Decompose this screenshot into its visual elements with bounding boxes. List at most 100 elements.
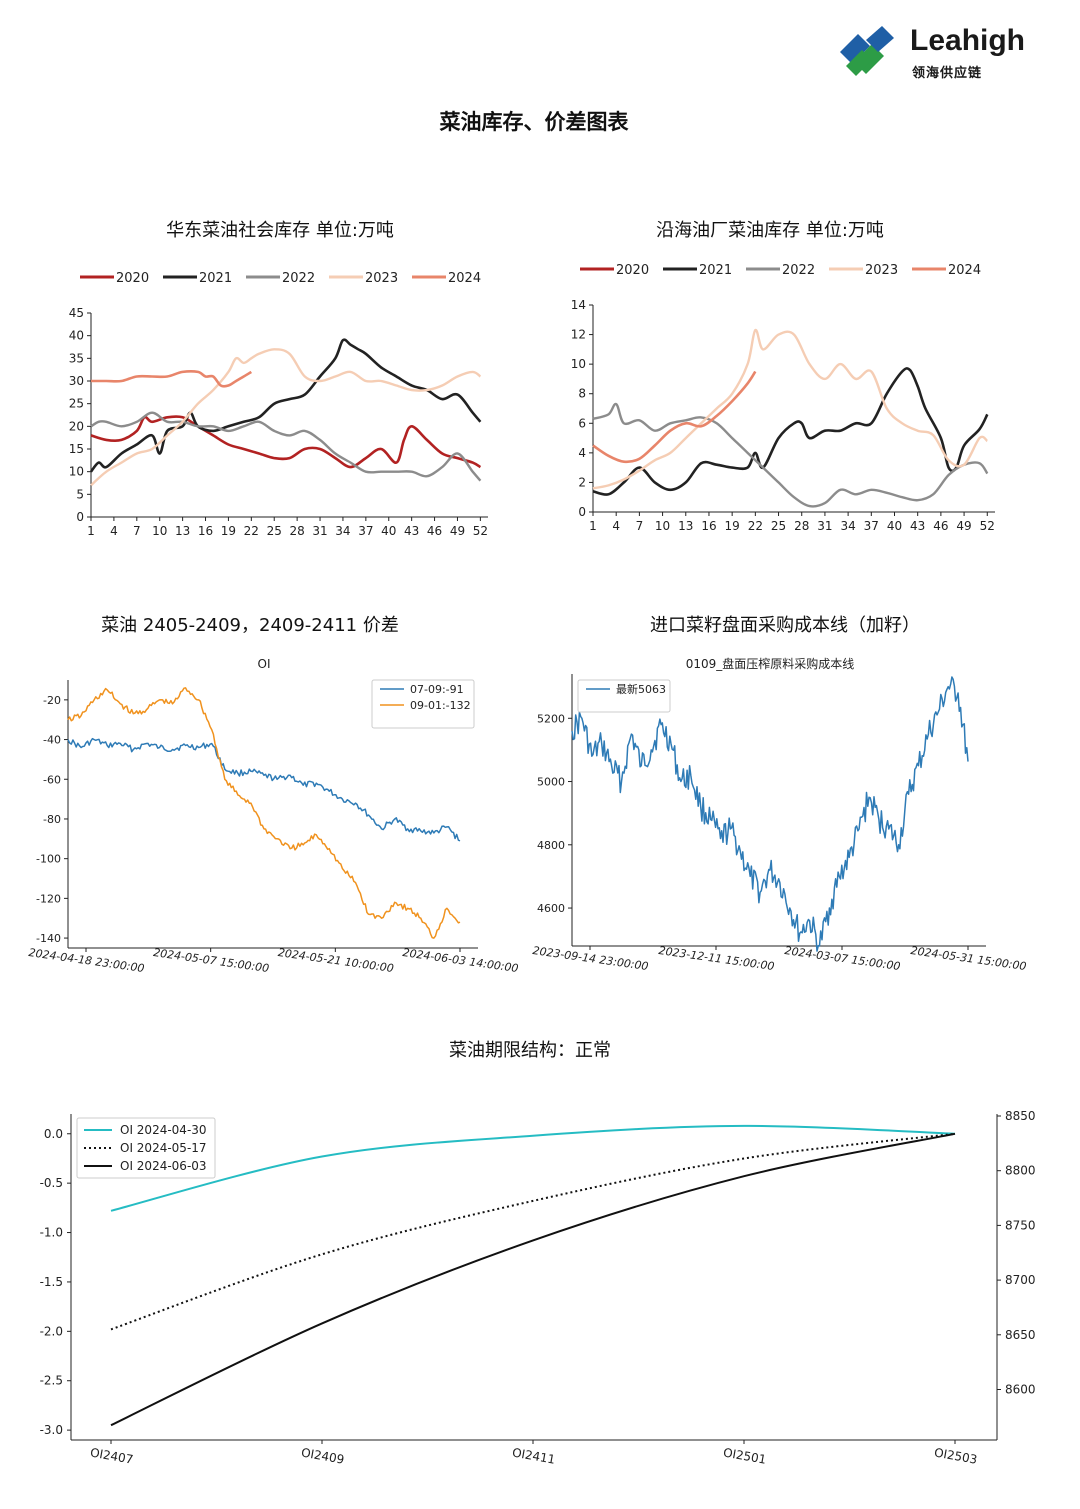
chart4-title: 进口菜籽盘面采购成本线（加籽） [650, 615, 920, 636]
chart1-x-tick-label: 31 [312, 524, 327, 538]
logo-subtitle: 领海供应链 [912, 66, 983, 81]
chart1-x-tick-label: 16 [198, 524, 213, 538]
chart2-x-tick-label: 4 [612, 519, 620, 533]
chart3-y-tick-label: -20 [43, 694, 61, 707]
chart2-x-tick-label: 19 [725, 519, 740, 533]
chart1-series-2020 [90, 415, 482, 469]
chart4-y-tick-label: 5000 [537, 776, 565, 789]
chart2-y-tick-label: 6 [578, 416, 586, 430]
chart2-x-tick-label: 16 [701, 519, 716, 533]
chart5-right-tick-label: 8600 [1005, 1383, 1036, 1397]
chart1-x-tick-label: 28 [289, 524, 304, 538]
chart3-y-tick-label: -120 [36, 892, 61, 905]
chart1-y-tick-label: 45 [69, 306, 84, 320]
chart2-x-tick-label: 46 [933, 519, 948, 533]
chart4-y-tick-label: 4600 [537, 902, 565, 915]
chart1-x-tick-label: 37 [358, 524, 373, 538]
chart1-y-tick-label: 15 [69, 442, 84, 456]
chart2-x-tick-label: 7 [636, 519, 644, 533]
chart4-legend-label-0: 最新5063 [616, 682, 666, 696]
chart2-legend-label-2023: 2023 [865, 263, 898, 278]
chart3-y-tick-label: -80 [43, 813, 61, 826]
chart1-y-tick-label: 25 [69, 397, 84, 411]
chart1-x-tick-label: 19 [221, 524, 236, 538]
chart1-x-tick-label: 49 [450, 524, 465, 538]
chart2-y-tick-label: 12 [571, 328, 586, 342]
chart1-legend-label-2024: 2024 [448, 271, 481, 286]
chart3-legend-label-1: 09-01:-132 [410, 699, 471, 712]
chart2-y-tick-label: 14 [571, 298, 586, 312]
chart2-x-tick-label: 52 [980, 519, 995, 533]
chart5-y-tick-label: -1.0 [40, 1226, 63, 1240]
chart4-legend: 最新5063 [577, 679, 671, 713]
chart5-y-tick-label: -1.5 [40, 1275, 63, 1289]
chart2-legend-label-2021: 2021 [699, 263, 732, 278]
chart5-x-tick-label: OI2411 [511, 1445, 556, 1466]
chart5-x-tick-label: OI2503 [933, 1445, 978, 1466]
chart5-legend-label-1: OI 2024-05-17 [120, 1141, 207, 1155]
chart2-legend-label-2020: 2020 [616, 263, 649, 278]
chart3-subtitle: OI [258, 657, 271, 671]
chart5-x-tick-label: OI2501 [722, 1445, 767, 1466]
chart1-x-tick-label: 40 [381, 524, 396, 538]
chart1-legend: 2020 2021 2022 2023 2024 [80, 271, 481, 286]
chart4-y-tick-label: 5200 [537, 712, 565, 725]
chart5-right-tick-label: 8700 [1005, 1273, 1036, 1287]
chart5-legend-box [76, 1117, 216, 1179]
chart2-x-tick-label: 10 [655, 519, 670, 533]
chart5-right-tick-label: 8650 [1005, 1328, 1036, 1342]
chart3-legend-box [371, 679, 475, 729]
chart1-x-tick-label: 7 [133, 524, 141, 538]
chart2-series-2021 [592, 367, 989, 496]
chart1-x-tick-label: 10 [152, 524, 167, 538]
chart1-y-tick-label: 40 [69, 329, 84, 343]
chart2-series-2023 [592, 328, 989, 490]
chart2-y-tick-label: 4 [578, 446, 586, 460]
chart3-y-tick-label: -40 [43, 734, 61, 747]
chart2-y-tick-label: 0 [578, 505, 586, 519]
east-china-inventory-chart: 2020 2021 2022 2023 2024 0 5 10 15 20 25 30 35 40 45 1 4… [69, 271, 488, 538]
chart5-y-tick-label: -2.0 [40, 1324, 63, 1338]
logo-mark-icon [840, 26, 894, 76]
chart1-x-tick-label: 22 [244, 524, 259, 538]
chart5-y-tick-label: 0.0 [44, 1127, 63, 1141]
chart5-y-tick-label: -3.0 [40, 1423, 63, 1437]
chart1-legend-label-2023: 2023 [365, 271, 398, 286]
chart5-series-2 [110, 1132, 956, 1427]
chart4-subtitle: 0109_盘面压榨原料采购成本线 [686, 656, 855, 671]
chart1-x-tick-label: 43 [404, 524, 419, 538]
chart2-x-tick-label: 31 [817, 519, 832, 533]
chart3-title: 菜油 2405-2409，2409-2411 价差 [101, 615, 399, 636]
chart1-x-tick-label: 4 [110, 524, 118, 538]
chart2-x-tick-label: 28 [794, 519, 809, 533]
chart5-x-tick-label: OI2409 [300, 1445, 345, 1466]
chart1-y-tick-label: 0 [76, 510, 84, 524]
chart3-legend: 07-09:-91 09-01:-132 [371, 679, 475, 729]
chart3-series-1 [67, 687, 461, 939]
chart2-x-tick-label: 22 [748, 519, 763, 533]
chart2-legend-label-2022: 2022 [782, 263, 815, 278]
chart5-right-tick-label: 8850 [1005, 1109, 1036, 1123]
page-title: 菜油库存、价差图表 [439, 110, 629, 134]
chart2-y-tick-label: 2 [578, 475, 586, 489]
chart2-x-tick-label: 34 [840, 519, 855, 533]
chart1-x-tick-label: 25 [267, 524, 282, 538]
chart1-x-tick-label: 52 [473, 524, 488, 538]
term-structure-chart: 0.0 -0.5 -1.0 -1.5 -2.0 -2.5 -3.0 8850 8800 8750 8… [40, 1109, 1036, 1467]
chart2-legend: 2020 2021 2022 2023 2024 [580, 263, 981, 278]
chart1-x-tick-label: 46 [427, 524, 442, 538]
chart4-legend-box [577, 679, 671, 713]
chart1-y-tick-label: 5 [76, 487, 84, 501]
chart5-legend-label-2: OI 2024-06-03 [120, 1159, 207, 1173]
chart1-y-tick-label: 35 [69, 351, 84, 365]
chart2-y-tick-label: 10 [571, 357, 586, 371]
chart2-x-tick-label: 40 [887, 519, 902, 533]
chart2-title: 沿海油厂菜油库存 单位:万吨 [656, 220, 884, 241]
chart1-x-tick-label: 1 [87, 524, 95, 538]
chart1-series-2023 [90, 348, 482, 487]
chart1-legend-label-2020: 2020 [116, 271, 149, 286]
chart5-legend: OI 2024-04-30 OI 2024-05-17 OI 2024-06-03 [76, 1117, 216, 1179]
chart2-legend-label-2024: 2024 [948, 263, 981, 278]
